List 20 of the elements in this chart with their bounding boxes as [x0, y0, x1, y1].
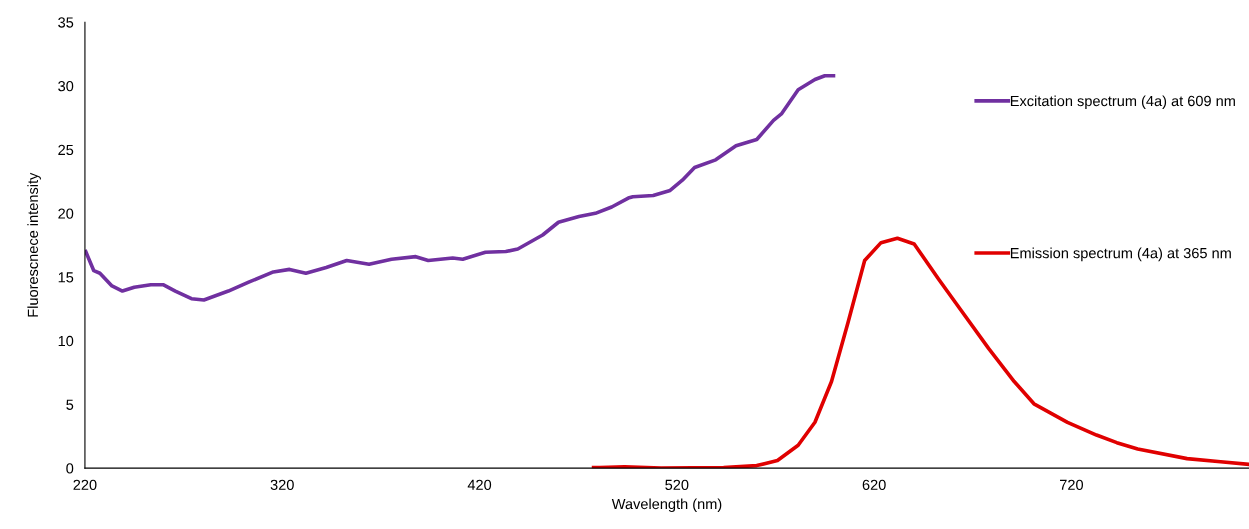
- y-tick-label: 30: [58, 81, 74, 92]
- y-tick-label: 5: [66, 399, 74, 410]
- line-series: [591, 236, 1249, 469]
- y-tick-label: 20: [58, 208, 74, 219]
- legend-label: Emission spectrum (4a) at 365 nm: [1010, 247, 1231, 262]
- x-tick-label: 420: [467, 479, 492, 490]
- x-tick-label: 720: [1060, 479, 1084, 490]
- y-tick-label: 15: [58, 272, 74, 283]
- x-axis-title: Wavelength (nm): [611, 498, 722, 513]
- x-tick-label: 320: [270, 479, 294, 490]
- x-tick-label: 520: [665, 479, 689, 490]
- y-tick-label: 25: [58, 144, 74, 156]
- x-tick-label: 620: [862, 479, 886, 490]
- line-series: [84, 73, 836, 302]
- y-tick-label: 0: [66, 463, 74, 474]
- y-tick-label: 10: [58, 335, 74, 347]
- y-axis-title: Fluorescnece intensity: [27, 172, 41, 317]
- y-tick-label: 35: [58, 17, 74, 28]
- legend-label: Excitation spectrum (4a) at 609 nm: [1010, 95, 1235, 110]
- x-tick-label: 220: [73, 479, 97, 490]
